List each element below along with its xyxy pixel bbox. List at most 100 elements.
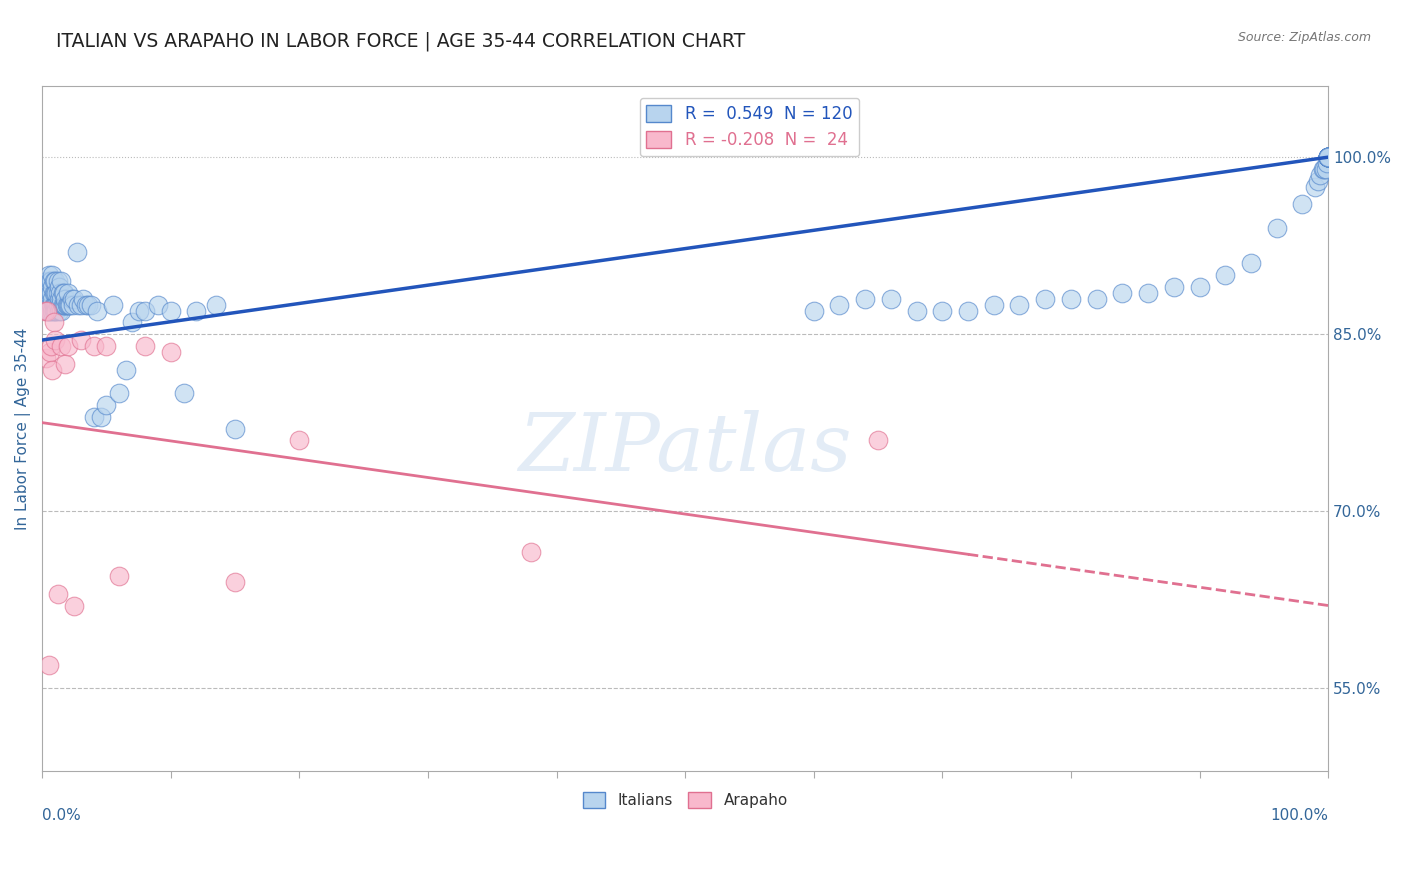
Point (288, 434, 311, 448)
Point (63, 292, 86, 306)
Point (1317, 150, 1340, 164)
Point (83, 339, 105, 353)
Point (983, 298, 1005, 312)
Point (1213, 268, 1236, 282)
Point (159, 344, 181, 359)
Point (520, 545, 543, 559)
Point (1316, 156, 1339, 170)
Point (42, 298, 65, 312)
Text: 100.0%: 100.0% (1270, 808, 1329, 823)
Point (1317, 150, 1340, 164)
Point (45, 298, 67, 312)
Point (173, 386, 195, 401)
Point (49, 298, 72, 312)
Point (41, 292, 63, 306)
Point (45, 303, 67, 318)
Point (1317, 150, 1340, 164)
Point (48, 280, 70, 294)
Text: Source: ZipAtlas.com: Source: ZipAtlas.com (1237, 31, 1371, 45)
Point (1315, 161, 1337, 176)
Point (39, 285, 62, 300)
Point (46, 298, 69, 312)
Point (1317, 150, 1340, 164)
Point (86, 303, 108, 318)
Point (1317, 150, 1340, 164)
Point (121, 315, 143, 329)
Point (1309, 168, 1331, 182)
Point (34, 292, 56, 306)
Point (108, 386, 131, 401)
Point (853, 292, 876, 306)
Point (58, 298, 80, 312)
Point (90, 409, 112, 424)
Point (42, 303, 65, 318)
Point (44, 303, 66, 318)
Legend: Italians, Arapaho: Italians, Arapaho (576, 786, 794, 814)
Point (41, 362, 63, 376)
Point (53, 298, 76, 312)
Point (53, 357, 76, 371)
Point (204, 298, 226, 312)
Point (34, 303, 56, 318)
Point (52, 298, 75, 312)
Point (37, 274, 59, 288)
Point (48, 292, 70, 306)
Point (828, 298, 851, 312)
Point (53, 285, 76, 300)
Point (1317, 150, 1340, 164)
Point (38, 344, 60, 359)
Point (1303, 179, 1326, 194)
Point (56, 285, 79, 300)
Point (51, 292, 73, 306)
Point (224, 421, 246, 435)
Point (75, 298, 97, 312)
Point (880, 292, 903, 306)
Point (44, 285, 66, 300)
Point (45, 285, 67, 300)
Point (46, 274, 69, 288)
Point (49, 285, 72, 300)
Point (38, 657, 60, 672)
Point (42, 285, 65, 300)
Text: ITALIAN VS ARAPAHO IN LABOR FORCE | AGE 35-44 CORRELATION CHART: ITALIAN VS ARAPAHO IN LABOR FORCE | AGE … (56, 31, 745, 51)
Point (1313, 161, 1336, 176)
Point (37, 285, 59, 300)
Point (44, 274, 66, 288)
Point (905, 303, 928, 318)
Point (38, 303, 60, 318)
Point (55, 298, 77, 312)
Point (56, 339, 79, 353)
Point (44, 333, 66, 347)
Text: 0.0%: 0.0% (42, 808, 82, 823)
Point (134, 303, 156, 318)
Point (38, 268, 60, 282)
Point (224, 574, 246, 589)
Point (39, 298, 62, 312)
Point (931, 303, 953, 318)
Point (134, 339, 156, 353)
Point (37, 303, 59, 318)
Point (51, 303, 73, 318)
Point (51, 339, 73, 353)
Point (63, 599, 86, 613)
Point (42, 274, 65, 288)
Point (37, 303, 59, 318)
Point (96, 398, 118, 412)
Point (1317, 150, 1340, 164)
Point (35, 298, 58, 312)
Point (803, 303, 825, 318)
Point (1008, 298, 1031, 312)
Point (83, 409, 105, 424)
Point (1265, 221, 1288, 235)
Point (56, 298, 79, 312)
Point (1306, 174, 1329, 188)
Point (38, 298, 60, 312)
Point (59, 298, 82, 312)
Point (69, 298, 91, 312)
Point (108, 569, 131, 583)
Point (114, 362, 136, 376)
Point (53, 298, 76, 312)
Point (1188, 280, 1211, 294)
Point (1317, 150, 1340, 164)
Point (101, 298, 124, 312)
